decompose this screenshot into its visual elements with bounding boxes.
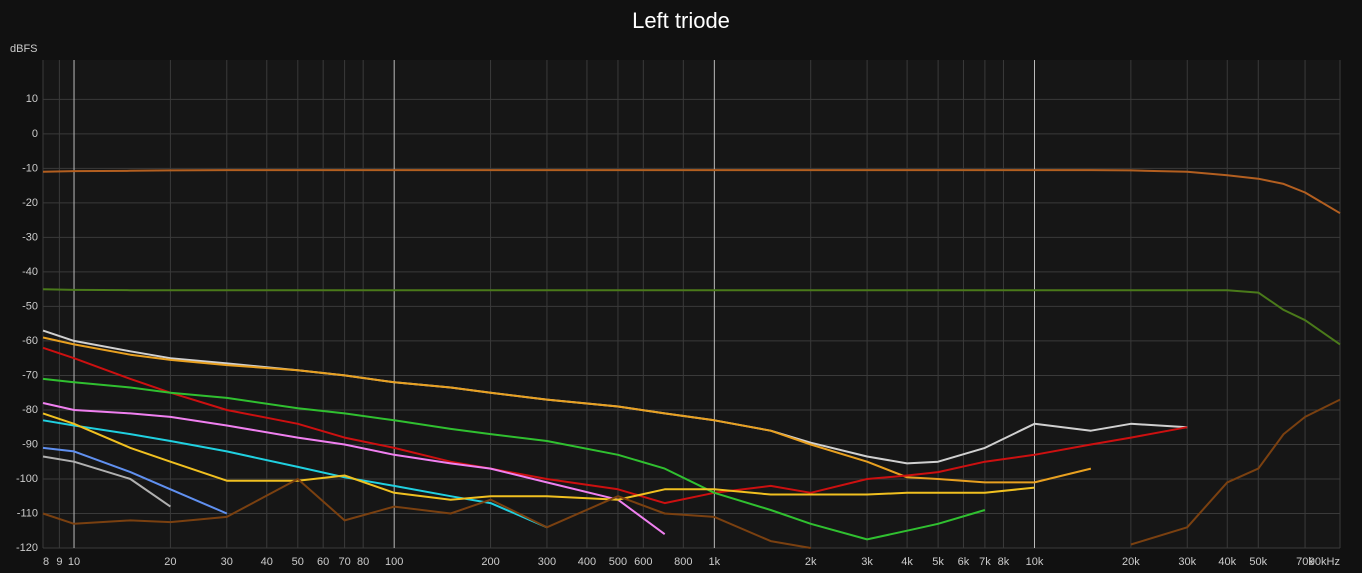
x-tick-label: 50k — [1249, 556, 1267, 568]
series-line — [42, 336, 1092, 484]
series-line — [42, 446, 228, 515]
x-tick-label: 100 — [385, 556, 403, 568]
x-tick-label: 6k — [958, 556, 970, 568]
y-tick-label: -100 — [16, 473, 38, 485]
x-tick-label: 30k — [1178, 556, 1196, 568]
chart-title: Left triode — [632, 8, 730, 33]
y-axis-label: dBFS — [10, 43, 38, 55]
x-tick-label: 500 — [609, 556, 627, 568]
x-tick-label: 80 — [357, 556, 369, 568]
series-line — [42, 169, 1341, 215]
series-line — [42, 377, 986, 541]
y-tick-label: -70 — [22, 369, 38, 381]
x-tick-label: 300 — [538, 556, 556, 568]
x-tick-label: 3k — [861, 556, 873, 568]
x-tick-label: 90kHz — [1309, 556, 1340, 568]
x-tick-label: 20 — [164, 556, 176, 568]
y-tick-label: -120 — [16, 542, 38, 554]
series-line — [42, 412, 1035, 501]
series-line — [42, 455, 171, 508]
x-tick-label: 1k — [709, 556, 721, 568]
plot-area — [43, 60, 1340, 548]
x-tick-label: 70k — [1296, 556, 1314, 568]
x-tick-label: 10k — [1026, 556, 1044, 568]
y-tick-label: -80 — [22, 404, 38, 416]
y-tick-label: 0 — [32, 128, 38, 140]
y-tick-label: -50 — [22, 300, 38, 312]
y-tick-label: -10 — [22, 162, 38, 174]
x-tick-label: 8 — [43, 556, 49, 568]
x-tick-label: 5k — [932, 556, 944, 568]
x-tick-label: 2k — [805, 556, 817, 568]
x-tick-label: 8k — [998, 556, 1010, 568]
x-tick-label: 70 — [338, 556, 350, 568]
x-tick-label: 20k — [1122, 556, 1140, 568]
x-tick-label: 50 — [292, 556, 304, 568]
y-tick-label: -110 — [17, 507, 38, 519]
x-tick-label: 600 — [634, 556, 652, 568]
y-tick-label: -60 — [22, 335, 38, 347]
y-tick-label: -90 — [22, 438, 38, 450]
x-tick-label: 40 — [261, 556, 273, 568]
x-tick-label: 4k — [901, 556, 913, 568]
x-tick-label: 60 — [317, 556, 329, 568]
x-tick-label: 30 — [221, 556, 233, 568]
x-tick-label: 9 — [56, 556, 62, 568]
series-line — [42, 402, 666, 536]
series-line — [42, 288, 1341, 346]
y-tick-label: -30 — [22, 231, 38, 243]
x-tick-label: 40k — [1218, 556, 1236, 568]
x-tick-label: 800 — [674, 556, 692, 568]
x-tick-label: 200 — [481, 556, 499, 568]
series-line — [42, 346, 1188, 505]
x-tick-label: 7k — [979, 556, 991, 568]
y-tick-label: 10 — [26, 93, 38, 105]
y-tick-label: -40 — [22, 266, 38, 278]
series-line — [42, 398, 1341, 549]
x-tick-label: 10 — [68, 556, 80, 568]
y-tick-label: -20 — [22, 197, 38, 209]
x-tick-label: 400 — [578, 556, 596, 568]
